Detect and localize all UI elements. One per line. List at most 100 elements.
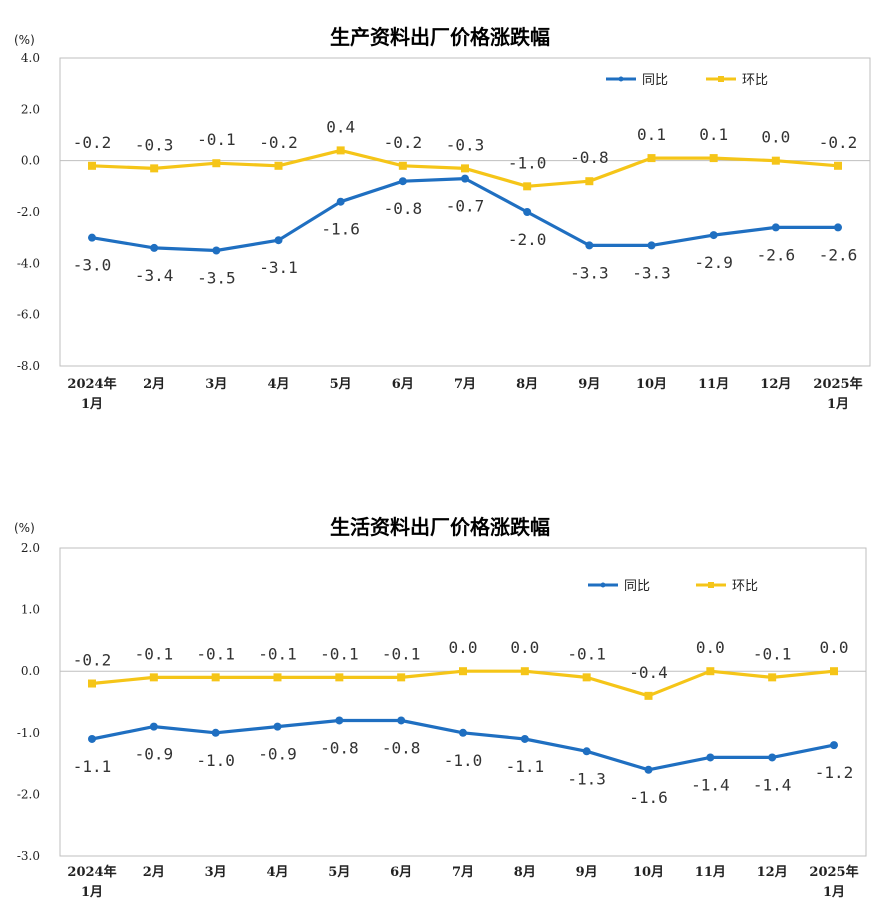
data-label-mom: -0.1 — [197, 130, 236, 149]
data-label-yoy: -1.6 — [321, 220, 360, 239]
x-tick-label: 10月 — [636, 377, 667, 392]
legend-marker — [718, 76, 724, 82]
data-label-yoy: -0.8 — [384, 199, 423, 218]
data-label-yoy: -3.1 — [259, 258, 298, 277]
data-label-yoy: -1.6 — [629, 788, 668, 807]
data-point-mom — [644, 691, 653, 700]
data-point-yoy — [335, 716, 344, 725]
data-point-yoy — [520, 734, 529, 743]
x-tick-label: 11月 — [695, 865, 726, 880]
data-point-mom — [398, 161, 407, 170]
data-point-mom — [834, 161, 842, 170]
data-label-yoy: -3.5 — [197, 269, 236, 288]
y-tick-label: 0.0 — [21, 154, 40, 168]
data-point-mom — [585, 177, 594, 186]
data-point-mom — [88, 161, 96, 170]
data-label-yoy: -1.1 — [506, 757, 545, 776]
data-label-mom: -0.3 — [446, 135, 485, 154]
data-label-mom: -0.1 — [753, 644, 792, 663]
data-point-yoy — [273, 722, 282, 731]
data-label-yoy: -1.4 — [753, 775, 792, 794]
y-tick-label: 1.0 — [21, 603, 40, 617]
y-tick-label: 4.0 — [21, 51, 40, 65]
data-point-yoy — [834, 223, 842, 232]
data-label-yoy: -1.4 — [691, 775, 730, 794]
y-tick-label: -6.0 — [17, 308, 40, 322]
data-point-mom — [336, 146, 345, 155]
data-label-mom: 0.0 — [696, 638, 725, 657]
data-label-yoy: -2.6 — [757, 245, 796, 264]
data-point-mom — [149, 673, 158, 682]
y-tick-label: -8.0 — [17, 359, 40, 373]
legend-label-yoy: 同比 — [624, 579, 650, 594]
data-label-mom: -0.1 — [320, 644, 359, 663]
x-tick-label: 7月 — [454, 377, 476, 392]
x-tick-label: 6月 — [390, 865, 412, 880]
data-label-mom: -0.2 — [819, 133, 858, 152]
legend-label-mom: 环比 — [732, 579, 758, 594]
data-label-mom: 0.0 — [820, 638, 849, 657]
x-tick-label: 3月 — [205, 865, 227, 880]
data-label-mom: -0.2 — [73, 651, 112, 670]
legend-marker — [618, 76, 624, 82]
data-label-mom: -0.1 — [196, 644, 235, 663]
data-point-mom — [706, 667, 715, 676]
data-label-mom: -0.2 — [73, 133, 112, 152]
data-label-yoy: -1.0 — [196, 751, 235, 770]
data-point-mom — [212, 159, 221, 168]
data-label-yoy: -3.0 — [73, 256, 112, 275]
legend-label-mom: 环比 — [742, 73, 768, 88]
y-tick-label: -1.0 — [17, 726, 40, 740]
data-point-yoy — [211, 728, 220, 737]
y-tick-label: -4.0 — [17, 256, 40, 270]
data-point-mom — [647, 154, 656, 163]
data-label-mom: -0.1 — [567, 644, 606, 663]
data-label-mom: -0.2 — [259, 133, 298, 152]
x-tick-label: 6月 — [392, 377, 414, 392]
data-point-yoy — [274, 236, 283, 245]
data-label-yoy: -2.9 — [694, 253, 733, 272]
data-label-mom: -0.8 — [570, 148, 609, 167]
data-label-yoy: -0.8 — [382, 738, 421, 757]
data-point-yoy — [709, 231, 718, 240]
data-point-mom — [771, 156, 780, 165]
data-label-mom: -0.2 — [384, 133, 423, 152]
data-point-mom — [709, 154, 718, 163]
y-unit-label: (%) — [14, 521, 35, 535]
data-point-yoy — [585, 241, 594, 250]
chart-svg: 生产资料出厂价格涨跌幅 (%) 4.0 2.0 0.0 -2.0 -4.0 -6.0 -8.0 2… — [14, 25, 871, 412]
data-label-yoy: -1.1 — [73, 757, 112, 776]
y-tick-label: -2.0 — [17, 787, 40, 801]
data-point-mom — [461, 164, 469, 173]
x-tick-label: 2月 — [143, 377, 165, 392]
data-point-mom — [335, 673, 344, 682]
data-point-yoy — [768, 753, 777, 762]
data-label-mom: 0.1 — [637, 125, 666, 144]
legend-marker — [708, 582, 714, 588]
data-label-yoy: -0.7 — [446, 197, 485, 216]
chart-svg: 生活资料出厂价格涨跌幅 (%) 2.0 1.0 0.0 -1.0 -2.0 -3.0 2024年… — [14, 515, 867, 900]
x-tick-label: 2024年 1月 — [67, 864, 116, 900]
y-tick-label: 2.0 — [21, 541, 40, 555]
x-tick-label: 11月 — [698, 377, 729, 392]
plot-area — [59, 547, 867, 857]
data-label-yoy: -0.9 — [258, 745, 297, 764]
data-label-mom: -0.1 — [135, 644, 174, 663]
data-label-yoy: -3.4 — [135, 266, 174, 285]
data-label-mom: 0.1 — [699, 125, 728, 144]
x-tick-label: 4月 — [267, 377, 289, 392]
data-label-yoy: -0.8 — [320, 738, 359, 757]
data-point-yoy — [582, 747, 591, 756]
data-point-yoy — [88, 734, 96, 743]
data-label-mom: 0.0 — [510, 638, 539, 657]
data-point-yoy — [523, 208, 532, 216]
data-label-mom: -0.1 — [382, 644, 421, 663]
data-point-yoy — [212, 246, 221, 255]
data-point-yoy — [461, 174, 469, 183]
data-point-mom — [273, 673, 282, 682]
y-tick-label: -3.0 — [17, 849, 40, 863]
legend-marker — [600, 582, 606, 588]
x-tick-label: 12月 — [760, 377, 791, 392]
x-tick-label: 4月 — [266, 865, 288, 880]
x-tick-label: 8月 — [514, 865, 536, 880]
